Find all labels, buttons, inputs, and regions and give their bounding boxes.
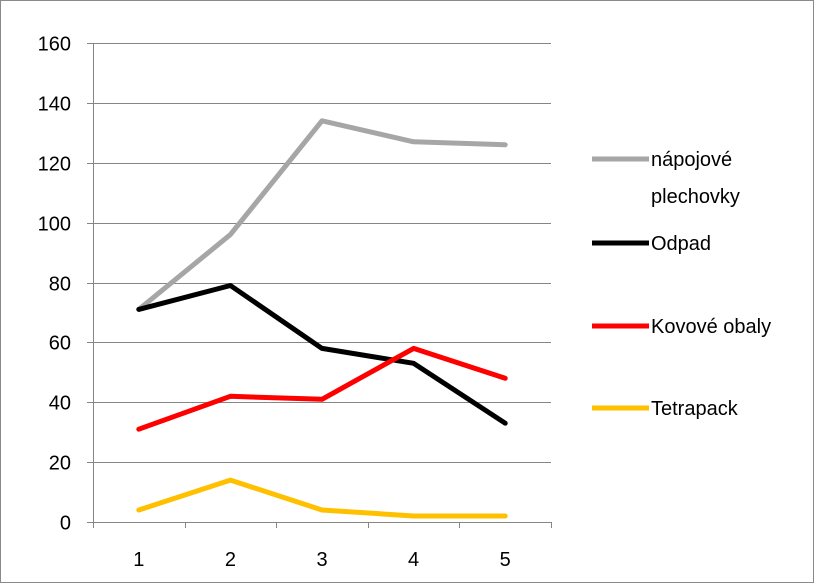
axes: 0 20 40 60 80 100 120 140 160 1 2 3 4 5 bbox=[38, 34, 552, 571]
y-tick-label: 120 bbox=[38, 154, 71, 176]
legend-label: Tetrapack bbox=[651, 398, 739, 420]
legend-label: Odpad bbox=[651, 233, 711, 255]
y-tick-label: 160 bbox=[38, 34, 71, 56]
x-tick-label: 5 bbox=[500, 549, 511, 571]
x-tick-label: 2 bbox=[225, 549, 236, 571]
y-tick-label: 40 bbox=[49, 393, 71, 415]
x-tick-label: 4 bbox=[408, 549, 419, 571]
legend: nápojové plechovky Odpad Kovové obaly Tetrap… bbox=[592, 149, 771, 420]
y-tick-label: 0 bbox=[60, 513, 71, 535]
x-tick-label: 3 bbox=[316, 549, 327, 571]
series-line-3 bbox=[136, 477, 508, 519]
y-tick-label: 100 bbox=[38, 214, 71, 236]
y-tick-label: 140 bbox=[38, 94, 71, 116]
legend-label: Kovové obaly bbox=[651, 316, 771, 338]
series-line-1 bbox=[136, 283, 508, 426]
y-tick-label: 20 bbox=[49, 453, 71, 475]
series-line-0 bbox=[136, 118, 508, 312]
series-lines bbox=[136, 118, 508, 519]
legend-label: plechovky bbox=[651, 186, 740, 208]
legend-label: nápojové bbox=[651, 149, 732, 171]
y-tick-label: 60 bbox=[49, 333, 71, 355]
y-tick-label: 80 bbox=[49, 274, 71, 296]
x-tick-label: 1 bbox=[133, 549, 144, 571]
series-line-2 bbox=[136, 345, 508, 432]
